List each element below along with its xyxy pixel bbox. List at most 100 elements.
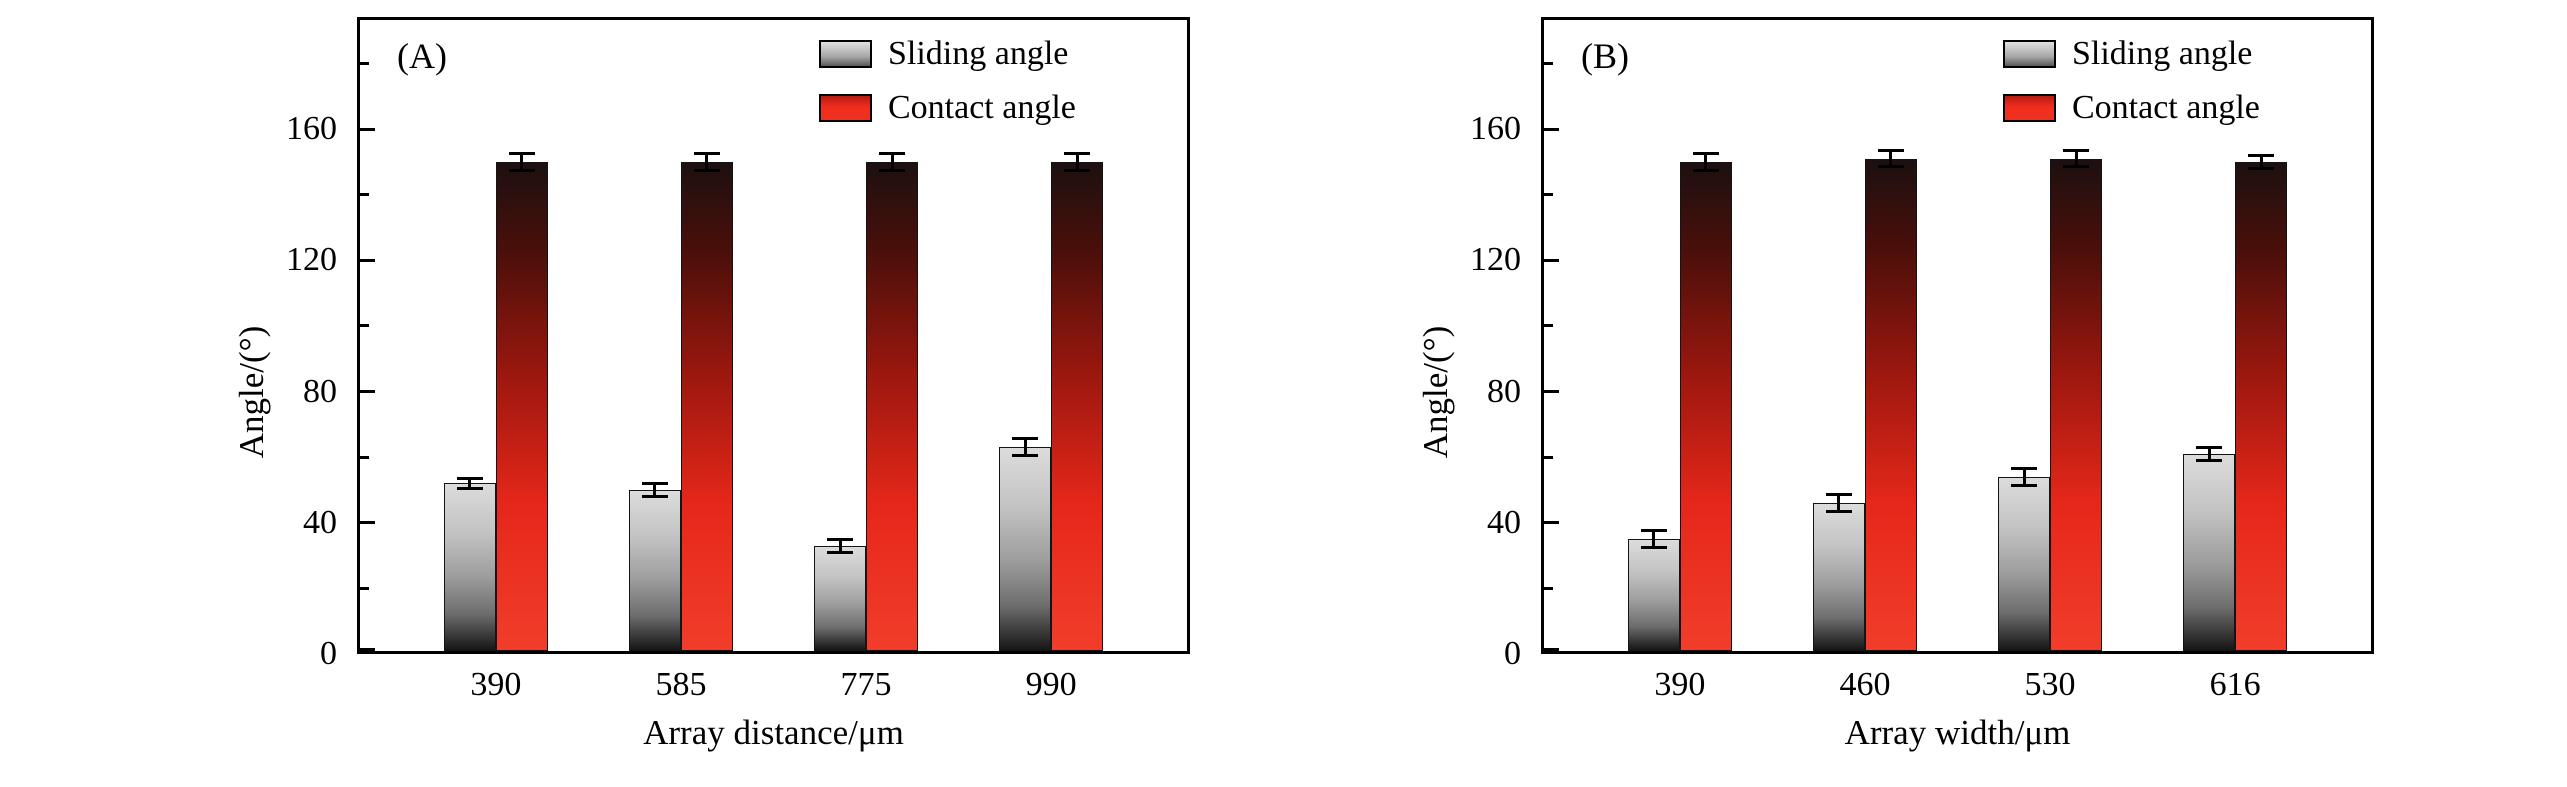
bar-contact-angle xyxy=(2235,161,2288,651)
error-bar-stem xyxy=(890,151,894,172)
legend-label-contact-angle: Contact angle xyxy=(888,89,1076,126)
error-bar-stem xyxy=(2259,153,2263,171)
legend-swatch-sliding-angle xyxy=(2003,39,2056,68)
error-bar-stem xyxy=(705,151,709,172)
bars-layer xyxy=(1541,17,2374,654)
panel-b: Angle/(°) (B) Sliding angle Contact angl… xyxy=(1284,0,2567,787)
legend-swatch-sliding-angle xyxy=(819,39,872,68)
bar-sliding-angle xyxy=(1812,503,1865,651)
y-major-tick xyxy=(360,258,375,262)
error-bar-cap-bottom xyxy=(1064,168,1091,172)
bar-contact-angle xyxy=(866,161,919,651)
error-bar-stem xyxy=(2074,148,2078,169)
bar-contact-angle xyxy=(1051,161,1104,651)
error-bar xyxy=(1877,148,1904,169)
bar-contact-angle xyxy=(1679,161,1732,651)
legend-swatch-contact-angle xyxy=(2003,93,2056,122)
panel-label: (B) xyxy=(1581,36,1629,76)
error-bar-cap-bottom xyxy=(2248,167,2275,171)
error-bar-cap-bottom xyxy=(879,168,906,172)
y-tick-label: 160 xyxy=(1470,110,1521,147)
error-bar xyxy=(2011,466,2038,487)
y-tick-label: 40 xyxy=(303,503,337,541)
error-bar xyxy=(1692,151,1719,172)
error-bar xyxy=(641,481,668,499)
error-bar xyxy=(1825,493,1852,513)
bar-sliding-angle xyxy=(814,545,867,651)
bar-contact-angle xyxy=(1864,158,1917,651)
y-major-tick xyxy=(360,521,375,525)
y-tick-label: 80 xyxy=(303,372,337,410)
y-minor-tick xyxy=(360,455,369,459)
y-minor-tick xyxy=(1544,586,1553,590)
legend-label-contact-angle: Contact angle xyxy=(2072,89,2260,126)
legend: Sliding angle Contact angle xyxy=(819,33,1076,128)
legend-item-contact: Contact angle xyxy=(819,87,1076,128)
error-bar-cap-bottom xyxy=(1825,509,1852,513)
legend-label-sliding-angle: Sliding angle xyxy=(888,35,1069,72)
y-major-tick xyxy=(1544,258,1559,262)
y-major-tick xyxy=(360,390,375,393)
error-bar-stem xyxy=(1023,437,1027,458)
bar-sliding-angle xyxy=(2183,453,2236,651)
error-bar-cap-bottom xyxy=(2196,459,2223,463)
legend-label-sliding-angle: Sliding angle xyxy=(2072,35,2253,72)
x-tick-label: 616 xyxy=(2209,666,2261,703)
y-minor-tick xyxy=(1544,61,1553,65)
y-major-tick xyxy=(360,127,375,131)
error-bar-stem xyxy=(1837,493,1841,513)
error-bar xyxy=(827,537,854,554)
y-minor-tick xyxy=(1544,455,1553,459)
error-bar xyxy=(2248,153,2275,171)
error-bar-stem xyxy=(838,537,842,554)
x-tick-label: 585 xyxy=(655,666,707,703)
error-bar-stem xyxy=(520,151,524,172)
error-bar-stem xyxy=(1704,151,1708,172)
error-bar-cap-bottom xyxy=(2063,165,2090,169)
error-bar-cap-bottom xyxy=(641,495,668,499)
y-minor-tick xyxy=(360,61,369,65)
bar-sliding-angle xyxy=(1998,476,2051,651)
bar-sliding-angle xyxy=(628,489,681,651)
bar-sliding-angle xyxy=(1627,539,1680,651)
error-bar-cap-bottom xyxy=(508,168,535,172)
y-minor-tick xyxy=(360,586,369,590)
x-tick-label: 990 xyxy=(1025,666,1077,703)
x-axis-title: Array width/μm xyxy=(1844,713,2071,752)
y-minor-tick xyxy=(360,193,369,197)
x-axis-title: Array distance/μm xyxy=(643,713,904,752)
y-major-tick xyxy=(1544,521,1559,525)
error-bar-stem xyxy=(2207,445,2211,463)
bar-contact-angle xyxy=(495,161,548,651)
bar-contact-angle xyxy=(680,161,733,651)
y-tick-label: 0 xyxy=(1504,635,1521,672)
error-bar xyxy=(2063,148,2090,169)
error-bar xyxy=(879,151,906,172)
x-tick-label: 390 xyxy=(470,666,522,703)
error-bar-cap-bottom xyxy=(1012,454,1039,458)
plot-area: (A) Sliding angle Contact angle xyxy=(357,17,1190,654)
y-tick-label: 0 xyxy=(320,635,337,672)
y-tick-label: 80 xyxy=(1487,372,1521,410)
error-bar xyxy=(1012,437,1039,458)
legend-item-sliding: Sliding angle xyxy=(2003,33,2260,74)
error-bar-stem xyxy=(1889,148,1893,169)
plot-area: (B) Sliding angle Contact angle xyxy=(1541,17,2374,654)
error-bar-stem xyxy=(1075,151,1079,172)
bar-sliding-angle xyxy=(443,483,496,651)
x-tick-label: 775 xyxy=(840,666,892,703)
error-bar-cap-bottom xyxy=(1877,165,1904,169)
panel-label: (A) xyxy=(397,36,447,76)
legend-item-contact: Contact angle xyxy=(2003,87,2260,128)
y-tick-label: 40 xyxy=(1487,503,1521,541)
y-tick-label: 160 xyxy=(286,110,337,147)
y-major-tick xyxy=(360,648,375,651)
ticks-layer xyxy=(357,17,1190,654)
error-bar-stem xyxy=(2022,466,2026,487)
y-tick-label: 120 xyxy=(286,241,337,279)
error-bar-cap-bottom xyxy=(693,168,720,172)
y-major-tick xyxy=(1544,127,1559,131)
error-bar xyxy=(693,151,720,172)
error-bar-stem xyxy=(1652,529,1656,549)
